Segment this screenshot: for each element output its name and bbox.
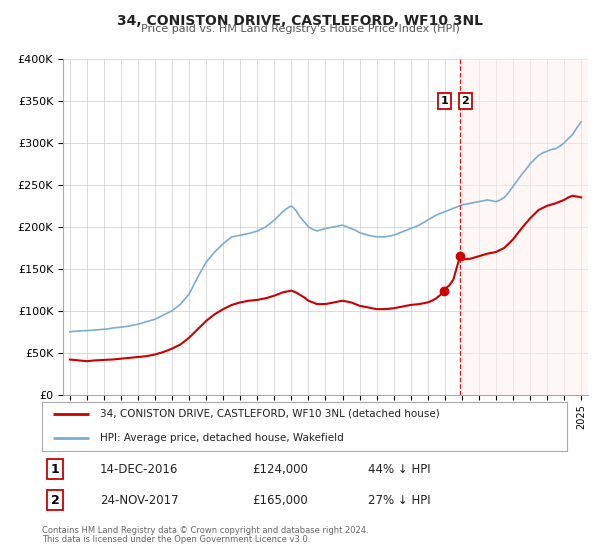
Text: This data is licensed under the Open Government Licence v3.0.: This data is licensed under the Open Gov… xyxy=(42,535,310,544)
Text: 34, CONISTON DRIVE, CASTLEFORD, WF10 3NL (detached house): 34, CONISTON DRIVE, CASTLEFORD, WF10 3NL… xyxy=(100,409,439,419)
Text: 44% ↓ HPI: 44% ↓ HPI xyxy=(367,463,430,475)
Text: 24-NOV-2017: 24-NOV-2017 xyxy=(100,494,178,507)
Text: 1: 1 xyxy=(441,96,449,106)
Text: 2: 2 xyxy=(51,494,59,507)
Text: 2: 2 xyxy=(461,96,469,106)
Text: £165,000: £165,000 xyxy=(252,494,308,507)
Bar xyxy=(460,59,588,395)
Text: 1: 1 xyxy=(51,463,59,475)
Text: HPI: Average price, detached house, Wakefield: HPI: Average price, detached house, Wake… xyxy=(100,433,343,444)
Text: Price paid vs. HM Land Registry's House Price Index (HPI): Price paid vs. HM Land Registry's House … xyxy=(140,24,460,34)
Text: £124,000: £124,000 xyxy=(252,463,308,475)
Text: 27% ↓ HPI: 27% ↓ HPI xyxy=(367,494,430,507)
Text: 14-DEC-2016: 14-DEC-2016 xyxy=(100,463,178,475)
Text: Contains HM Land Registry data © Crown copyright and database right 2024.: Contains HM Land Registry data © Crown c… xyxy=(42,526,368,535)
Text: 34, CONISTON DRIVE, CASTLEFORD, WF10 3NL: 34, CONISTON DRIVE, CASTLEFORD, WF10 3NL xyxy=(117,14,483,28)
